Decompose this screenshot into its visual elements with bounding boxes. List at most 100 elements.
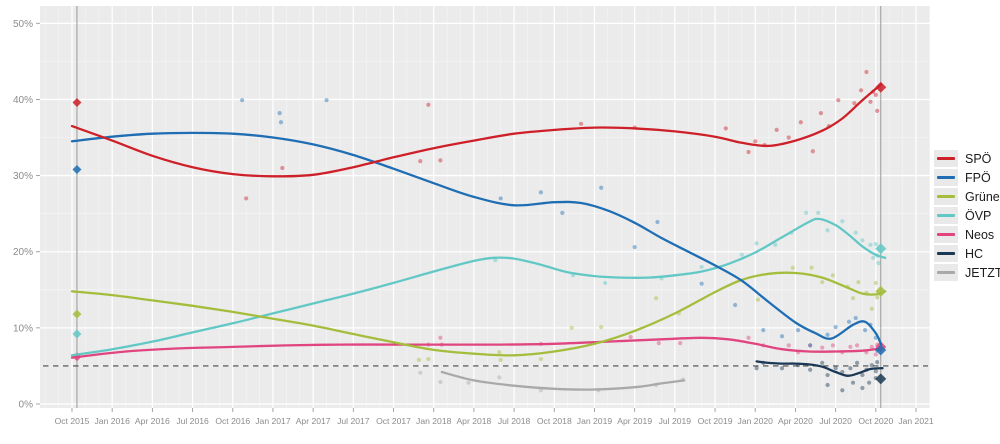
x-tick-label: Jan 2019 (577, 416, 613, 426)
poll-dot-spo (868, 99, 873, 104)
x-tick-label: Oct 2018 (537, 416, 572, 426)
legend-line-neos (937, 233, 955, 236)
x-tick-label: Jul 2017 (337, 416, 370, 426)
poll-dot-jetzt (418, 370, 423, 375)
legend-label-fpo: FPÖ (965, 170, 991, 185)
poll-dot-jetzt (438, 379, 443, 385)
poll-dot-spo (723, 126, 728, 131)
result-diamond-hc (875, 373, 887, 385)
trend-line-grune (70, 271, 887, 357)
y-tick-label: 30% (13, 171, 33, 182)
x-tick-label: Oct 2019 (698, 416, 733, 426)
result-diamond-grune (875, 285, 887, 297)
poll-dot-fpo (538, 190, 543, 195)
poll-dot-fpo (808, 343, 813, 348)
poll-dot-spo (810, 149, 815, 154)
trend-line-hc (755, 360, 884, 377)
poll-dot-hc (867, 380, 872, 385)
trend-line-neos (70, 336, 883, 359)
trend-line-spo (70, 83, 883, 178)
poll-dot-ovp (493, 257, 498, 263)
poll-dot-hc (825, 372, 830, 378)
poll-dot-grune (498, 357, 503, 362)
poll-dot-hc (850, 380, 856, 385)
result-diamond-spo (72, 97, 82, 107)
poll-dot-ovp (825, 228, 830, 233)
chart-legend: SPÖ FPÖ Grüne ÖVP Neos HC JETZT (934, 149, 1000, 282)
legend-label-spo: SPÖ (965, 151, 992, 166)
y-tick-label: 20% (13, 247, 33, 258)
poll-dot-ovp (876, 261, 881, 266)
poll-dot-fpo (632, 245, 637, 250)
poll-dot-hc (854, 360, 860, 365)
poll-dot-hc (848, 366, 853, 371)
x-tick-label: Apr 2019 (617, 416, 652, 426)
poll-dot-hc (875, 360, 880, 365)
poll-dot-jetzt (497, 375, 502, 380)
x-tick-label: Oct 2020 (858, 416, 893, 426)
trend-line-jetzt (440, 370, 686, 391)
poll-dot-spo (438, 158, 443, 163)
poll-dot-hc (820, 360, 825, 365)
x-tick-label: Jul 2018 (498, 416, 531, 426)
x-tick-label: Apr 2017 (296, 416, 331, 426)
poll-dot-grune (809, 265, 814, 270)
legend-item-hc: HC (934, 244, 1000, 263)
poll-dot-grune (755, 297, 761, 302)
poll-dot-neos (438, 335, 443, 340)
poll-dot-hc (873, 369, 878, 374)
trend-line-ovp (70, 217, 887, 357)
poll-dot-neos (628, 334, 633, 340)
legend-item-grune: Grüne (934, 187, 1000, 206)
legend-item-jetzt: JETZT (934, 263, 1000, 282)
poll-dot-spo (753, 139, 758, 144)
poll-dot-hc (840, 388, 845, 393)
legend-line-spo (937, 157, 955, 160)
plot-panel (40, 6, 930, 408)
poll-dot-ovp (754, 241, 759, 246)
poll-dot-spo (798, 120, 803, 125)
poll-dot-ovp (873, 242, 878, 247)
poll-dot-grune (654, 296, 659, 301)
poll-dot-ovp (868, 242, 873, 247)
poll-dot-spo (818, 111, 823, 116)
legend-swatch-grune (934, 188, 958, 205)
poll-dot-neos (746, 335, 751, 340)
poll-dot-neos (873, 352, 878, 357)
legend-line-hc (937, 252, 955, 255)
poll-dot-grune (599, 324, 604, 330)
series-hc (754, 360, 887, 393)
x-tick-label: Apr 2018 (456, 416, 491, 426)
poll-dot-grune (569, 325, 574, 330)
result-diamond-fpo (875, 344, 887, 356)
series-neos (70, 334, 887, 362)
legend-label-ovp: ÖVP (965, 208, 992, 223)
poll-dot-grune (426, 356, 431, 362)
legend-item-spo: SPÖ (934, 149, 1000, 168)
poll-dot-fpo (733, 302, 738, 308)
poll-dot-ovp (871, 255, 876, 260)
series-spo (70, 69, 887, 201)
poll-dot-neos (820, 345, 825, 350)
legend-line-fpo (937, 176, 955, 179)
poll-dot-fpo (862, 328, 868, 333)
poll-dot-spo (746, 149, 751, 155)
poll-dot-fpo (240, 98, 245, 103)
x-tick-label: Jan 2020 (738, 416, 774, 426)
poll-dot-hc (754, 366, 759, 371)
poll-dot-neos (854, 343, 860, 348)
poll-dot-grune (850, 296, 856, 301)
legend-swatch-jetzt (934, 264, 958, 281)
x-tick-label: Apr 2020 (778, 416, 813, 426)
poll-dot-ovp (840, 219, 845, 224)
trend-line-fpo (70, 131, 883, 346)
poll-dot-ovp (603, 280, 608, 286)
poll-dot-spo (852, 101, 857, 106)
poll-dot-fpo (599, 185, 604, 190)
poll-dot-neos (848, 344, 853, 349)
legend-item-fpo: FPÖ (934, 168, 1000, 187)
poll-dot-ovp (773, 242, 778, 247)
poll-dot-spo (774, 127, 779, 132)
poll-dot-fpo (498, 196, 503, 201)
